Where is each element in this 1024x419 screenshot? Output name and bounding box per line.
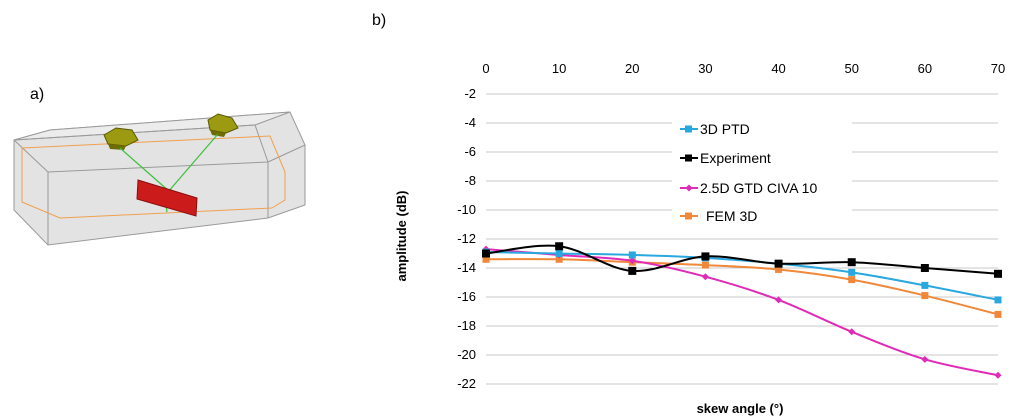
y-tick-label: -22: [457, 376, 476, 391]
data-point: [921, 281, 929, 289]
legend-marker-experiment: [685, 154, 692, 162]
data-point: [555, 255, 563, 263]
probe-left: [103, 127, 139, 150]
data-point: [921, 292, 929, 300]
x-tick-label: 0: [482, 61, 489, 76]
legend-marker-civa: [685, 184, 693, 192]
data-point: [628, 257, 636, 265]
legend-label-experiment: Experiment: [700, 150, 771, 166]
x-tick-label: 40: [771, 61, 785, 76]
data-point: [701, 273, 709, 281]
chart-legend: 3D PTD Experiment 2.5D GTD CIVA 10 FEM 3…: [672, 110, 852, 238]
series-layer: [482, 242, 1002, 379]
y-axis-title: amplitude (dB): [394, 191, 409, 282]
panel-b-label: b): [372, 12, 387, 29]
x-tick-label: 10: [552, 61, 566, 76]
legend-label-3d-ptd: 3D PTD: [700, 121, 750, 137]
legend-entry-fem-3d: FEM 3D: [680, 208, 757, 224]
legend-entry-3d-ptd: 3D PTD: [680, 121, 750, 137]
series-line-3d-ptd: [485, 251, 999, 301]
data-point: [994, 269, 1002, 278]
series-line-2-5d-gtd-civa-10: [485, 248, 999, 377]
data-point: [482, 249, 490, 258]
data-point: [775, 296, 783, 304]
data-point: [994, 296, 1002, 304]
panel-a-label: a): [30, 86, 45, 103]
data-point: [994, 371, 1002, 379]
x-tick-label: 30: [698, 61, 712, 76]
x-tick-label: 70: [991, 61, 1005, 76]
legend-label-fem-3d: FEM 3D: [706, 208, 757, 224]
legend-label-civa: 2.5D GTD CIVA 10: [700, 180, 817, 196]
legend-marker-fem-3d: [685, 212, 692, 220]
series-line-fem-3d: [485, 258, 999, 316]
data-point: [848, 276, 856, 284]
legend-entry-2-5d-gtd-civa-10: 2.5D GTD CIVA 10: [680, 180, 817, 196]
legend-marker-3d-ptd: [685, 125, 692, 133]
y-tick-label: -16: [457, 289, 476, 304]
x-tick-labels: 0 10 20 30 40 50 60 70: [482, 61, 1005, 76]
legend-entry-experiment: Experiment: [680, 150, 771, 166]
y-tick-label: -12: [457, 231, 476, 246]
data-point: [775, 265, 783, 273]
series-line-experiment: [485, 244, 999, 275]
x-axis-title: skew angle (°): [697, 401, 784, 416]
y-tick-label: -4: [464, 115, 476, 130]
y-tick-label: -14: [457, 260, 476, 275]
x-tick-label: 60: [918, 61, 932, 76]
data-point: [994, 310, 1002, 318]
x-tick-label: 50: [844, 61, 858, 76]
y-tick-label: -8: [464, 173, 476, 188]
data-point: [848, 328, 856, 336]
x-tick-label: 20: [625, 61, 639, 76]
amplitude-chart: -2 -4 -6 -8 -10 -12 -14 -16 -18 -20 -22 0 10 20 30 40 5…: [394, 61, 1005, 416]
y-tick-label: -18: [457, 318, 476, 333]
data-point: [555, 242, 564, 251]
y-tick-label: -6: [464, 144, 476, 159]
probe-right: [207, 113, 239, 137]
data-point: [921, 355, 929, 363]
data-point: [774, 259, 783, 268]
y-tick-labels: -2 -4 -6 -8 -10 -12 -14 -16 -18 -20 -22: [457, 86, 476, 391]
data-point: [701, 261, 709, 269]
y-tick-label: -20: [457, 347, 476, 362]
data-point: [555, 250, 563, 257]
data-point: [848, 268, 856, 276]
defect-crack: [136, 179, 198, 217]
data-point: [628, 251, 636, 259]
specimen-block: [13, 111, 306, 246]
legend-box: [672, 110, 852, 238]
block-schematic: [13, 111, 306, 246]
y-tick-label: -10: [457, 202, 476, 217]
data-point: [628, 266, 637, 275]
data-point: [847, 258, 856, 267]
data-point: [920, 264, 929, 272]
data-point: [701, 252, 710, 261]
y-tick-label: -2: [464, 86, 476, 101]
data-point: [482, 255, 490, 263]
